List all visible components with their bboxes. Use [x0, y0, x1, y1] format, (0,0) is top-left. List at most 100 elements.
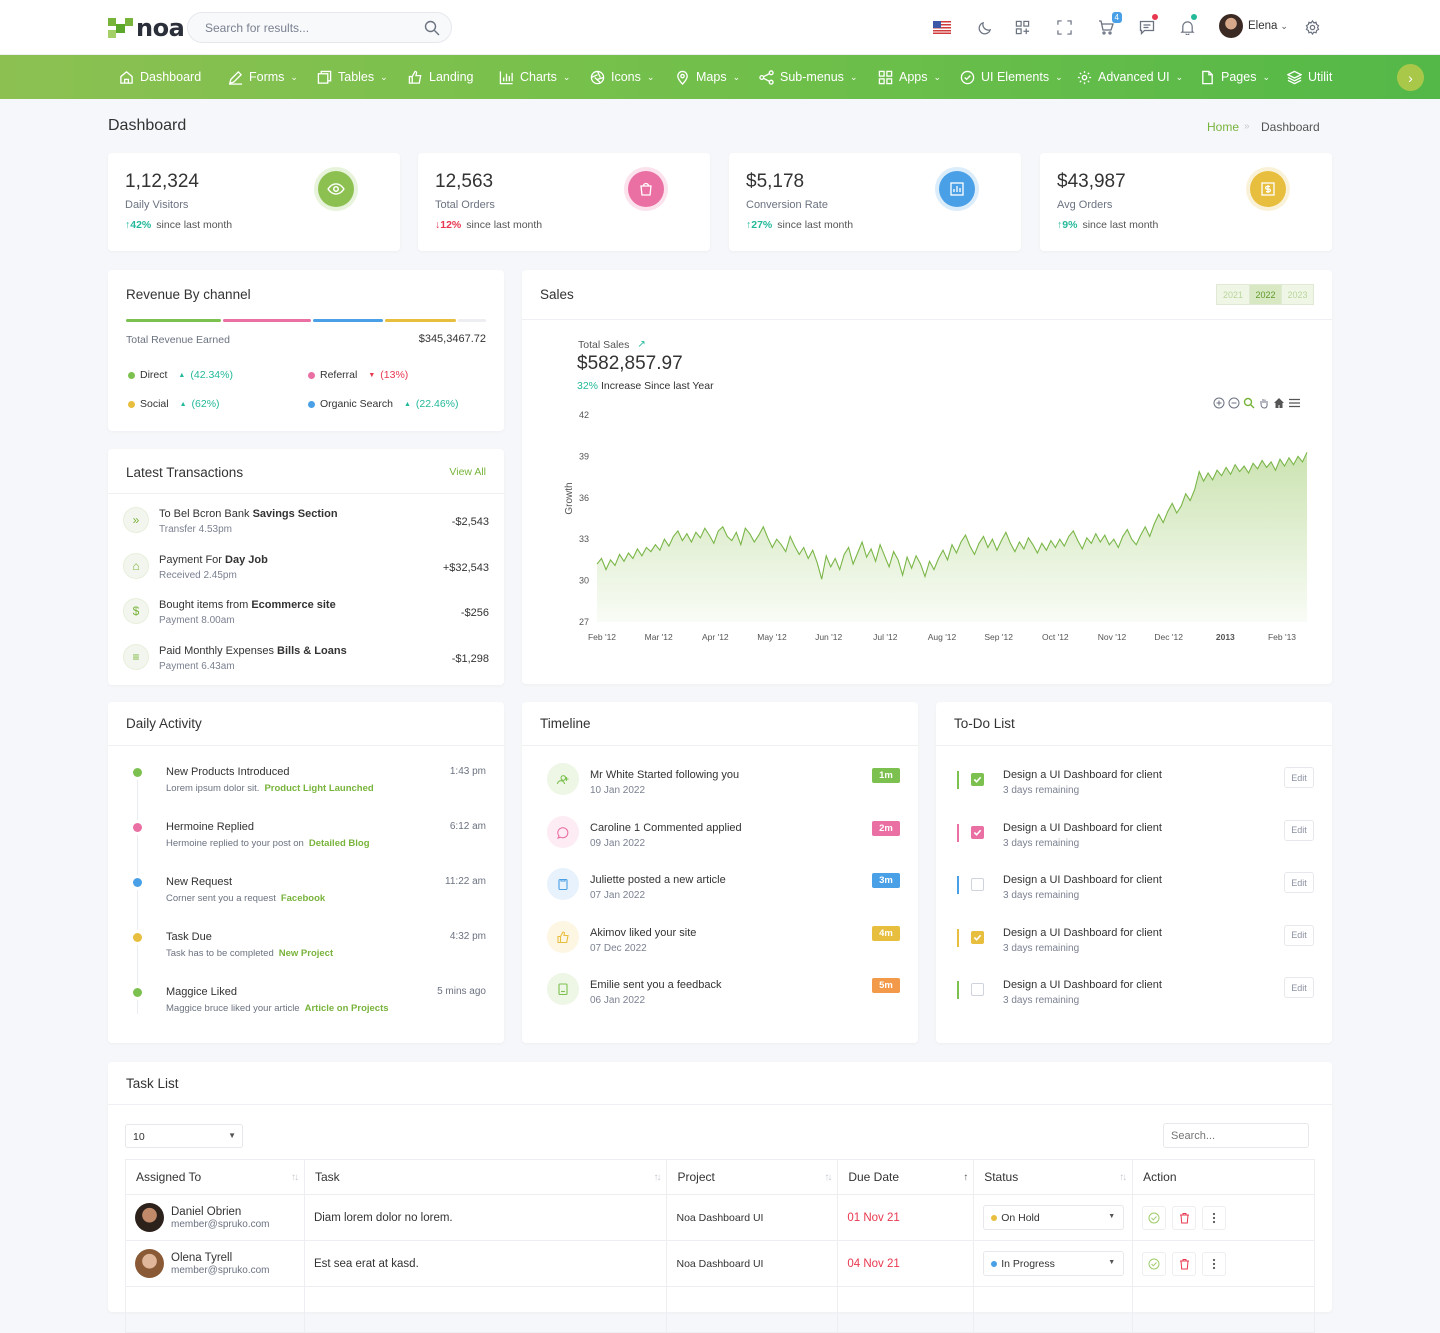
sales-data-point[interactable]	[609, 559, 611, 561]
todo-checkbox[interactable]	[971, 825, 984, 839]
sales-data-point[interactable]	[892, 550, 894, 552]
sales-data-point[interactable]	[726, 535, 728, 537]
sales-data-point[interactable]	[708, 534, 710, 536]
sales-data-point[interactable]	[1036, 552, 1038, 554]
sales-data-point[interactable]	[1185, 493, 1187, 495]
sales-data-point[interactable]	[681, 539, 683, 541]
more-options-button[interactable]	[1202, 1251, 1227, 1276]
sales-data-point[interactable]	[699, 537, 701, 539]
sales-data-point[interactable]	[636, 548, 638, 550]
sales-data-point[interactable]	[1126, 528, 1128, 530]
complete-check-button[interactable]	[1142, 1251, 1167, 1276]
sales-data-point[interactable]	[883, 555, 885, 557]
delete-button[interactable]	[1172, 1205, 1197, 1230]
sales-data-point[interactable]	[785, 550, 787, 552]
sales-data-point[interactable]	[839, 568, 841, 570]
transaction-item[interactable]: ≡ Paid Monthly Expenses Bills & Loans Paym…	[108, 642, 504, 682]
nav-landing[interactable]: Landing	[408, 55, 474, 99]
table-search-input[interactable]	[1163, 1123, 1309, 1148]
todo-edit-button[interactable]: Edit	[1284, 872, 1314, 893]
selection-zoom-icon[interactable]	[1243, 397, 1255, 409]
sales-data-point[interactable]	[659, 549, 661, 551]
sales-data-point[interactable]	[1283, 465, 1285, 467]
column-header[interactable]: Task ↑↓	[303, 1159, 668, 1195]
sales-data-point[interactable]	[1176, 512, 1178, 514]
complete-check-button[interactable]	[1142, 1205, 1167, 1230]
logo[interactable]: noa	[108, 14, 185, 42]
sales-data-point[interactable]	[1180, 505, 1182, 507]
sales-data-point[interactable]	[789, 535, 791, 537]
sales-data-point[interactable]	[717, 530, 719, 532]
column-header[interactable]: Status ↑↓	[973, 1159, 1134, 1195]
sales-data-point[interactable]	[951, 544, 953, 546]
sales-data-point[interactable]	[744, 527, 746, 529]
sales-data-point[interactable]	[1238, 470, 1240, 472]
sales-data-point[interactable]	[1202, 480, 1204, 482]
sales-data-point[interactable]	[654, 544, 656, 546]
status-select[interactable]: On Hold ▼	[983, 1205, 1125, 1230]
sales-data-point[interactable]	[834, 557, 836, 559]
sales-data-point[interactable]	[731, 539, 733, 541]
cart-icon[interactable]: 4	[1096, 12, 1122, 37]
sales-data-point[interactable]	[1225, 466, 1227, 468]
settings-gear-icon[interactable]	[1302, 17, 1322, 37]
sales-data-point[interactable]	[861, 541, 863, 543]
sales-data-point[interactable]	[1054, 546, 1056, 548]
sales-data-point[interactable]	[1108, 544, 1110, 546]
sales-data-point[interactable]	[614, 564, 616, 566]
sales-data-point[interactable]	[663, 538, 665, 540]
sales-data-point[interactable]	[1041, 542, 1043, 544]
sales-data-point[interactable]	[677, 530, 679, 532]
nav-advanced-ui[interactable]: Advanced UI ⌄	[1077, 55, 1183, 99]
sales-data-point[interactable]	[1229, 473, 1231, 475]
sales-data-point[interactable]	[982, 535, 984, 537]
sales-data-point[interactable]	[690, 541, 692, 543]
transaction-item[interactable]: » To Bel Bcron Bank Savings Section Transf…	[108, 505, 504, 545]
sales-data-point[interactable]	[722, 526, 724, 528]
sales-data-point[interactable]	[1023, 548, 1025, 550]
sales-data-point[interactable]	[780, 544, 782, 546]
sales-data-point[interactable]	[879, 544, 881, 546]
sales-data-point[interactable]	[1247, 472, 1249, 474]
sales-data-point[interactable]	[964, 534, 966, 536]
sales-data-point[interactable]	[1306, 451, 1308, 453]
column-header[interactable]: Action	[1132, 1159, 1315, 1195]
activity-link[interactable]: Article on Projects	[304, 1003, 389, 1014]
sales-data-point[interactable]	[1301, 461, 1303, 463]
sales-data-point[interactable]	[1167, 510, 1169, 512]
sales-data-point[interactable]	[668, 545, 670, 547]
sales-data-point[interactable]	[1171, 502, 1173, 504]
sales-data-point[interactable]	[1014, 550, 1016, 552]
sales-data-point[interactable]	[1095, 533, 1097, 535]
sales-data-point[interactable]	[897, 559, 899, 561]
sales-data-point[interactable]	[1063, 545, 1065, 547]
sales-data-point[interactable]	[1068, 535, 1070, 537]
sales-data-point[interactable]	[596, 563, 598, 565]
sales-data-point[interactable]	[843, 553, 845, 555]
pan-hand-icon[interactable]	[1258, 397, 1270, 409]
sales-data-point[interactable]	[1135, 544, 1137, 546]
nav-ui-elements[interactable]: UI Elements ⌄	[960, 55, 1063, 99]
todo-checkbox[interactable]	[971, 773, 984, 786]
timeline-item[interactable]: Caroline 1 Commented applied 09 Jan 2022 2…	[522, 815, 918, 861]
sales-data-point[interactable]	[623, 560, 625, 562]
sales-data-point[interactable]	[686, 533, 688, 535]
sales-data-point[interactable]	[1090, 542, 1092, 544]
zoom-out-icon[interactable]	[1228, 397, 1240, 409]
nav-maps[interactable]: Maps ⌄	[675, 55, 740, 99]
nav-utilities[interactable]: Utilit	[1287, 55, 1332, 99]
sales-data-point[interactable]	[987, 546, 989, 548]
sales-data-point[interactable]	[1018, 541, 1020, 543]
sales-data-point[interactable]	[996, 549, 998, 551]
sales-data-point[interactable]	[605, 568, 607, 570]
sales-data-point[interactable]	[740, 544, 742, 546]
sales-data-point[interactable]	[816, 562, 818, 564]
sales-data-point[interactable]	[600, 557, 602, 559]
sales-data-point[interactable]	[1274, 469, 1276, 471]
sales-data-point[interactable]	[641, 555, 643, 557]
sales-data-point[interactable]	[1256, 468, 1258, 470]
sales-data-point[interactable]	[771, 546, 773, 548]
sales-data-point[interactable]	[1149, 535, 1151, 537]
nav-dashboard[interactable]: Dashboard	[119, 55, 201, 99]
sales-data-point[interactable]	[1234, 464, 1236, 466]
